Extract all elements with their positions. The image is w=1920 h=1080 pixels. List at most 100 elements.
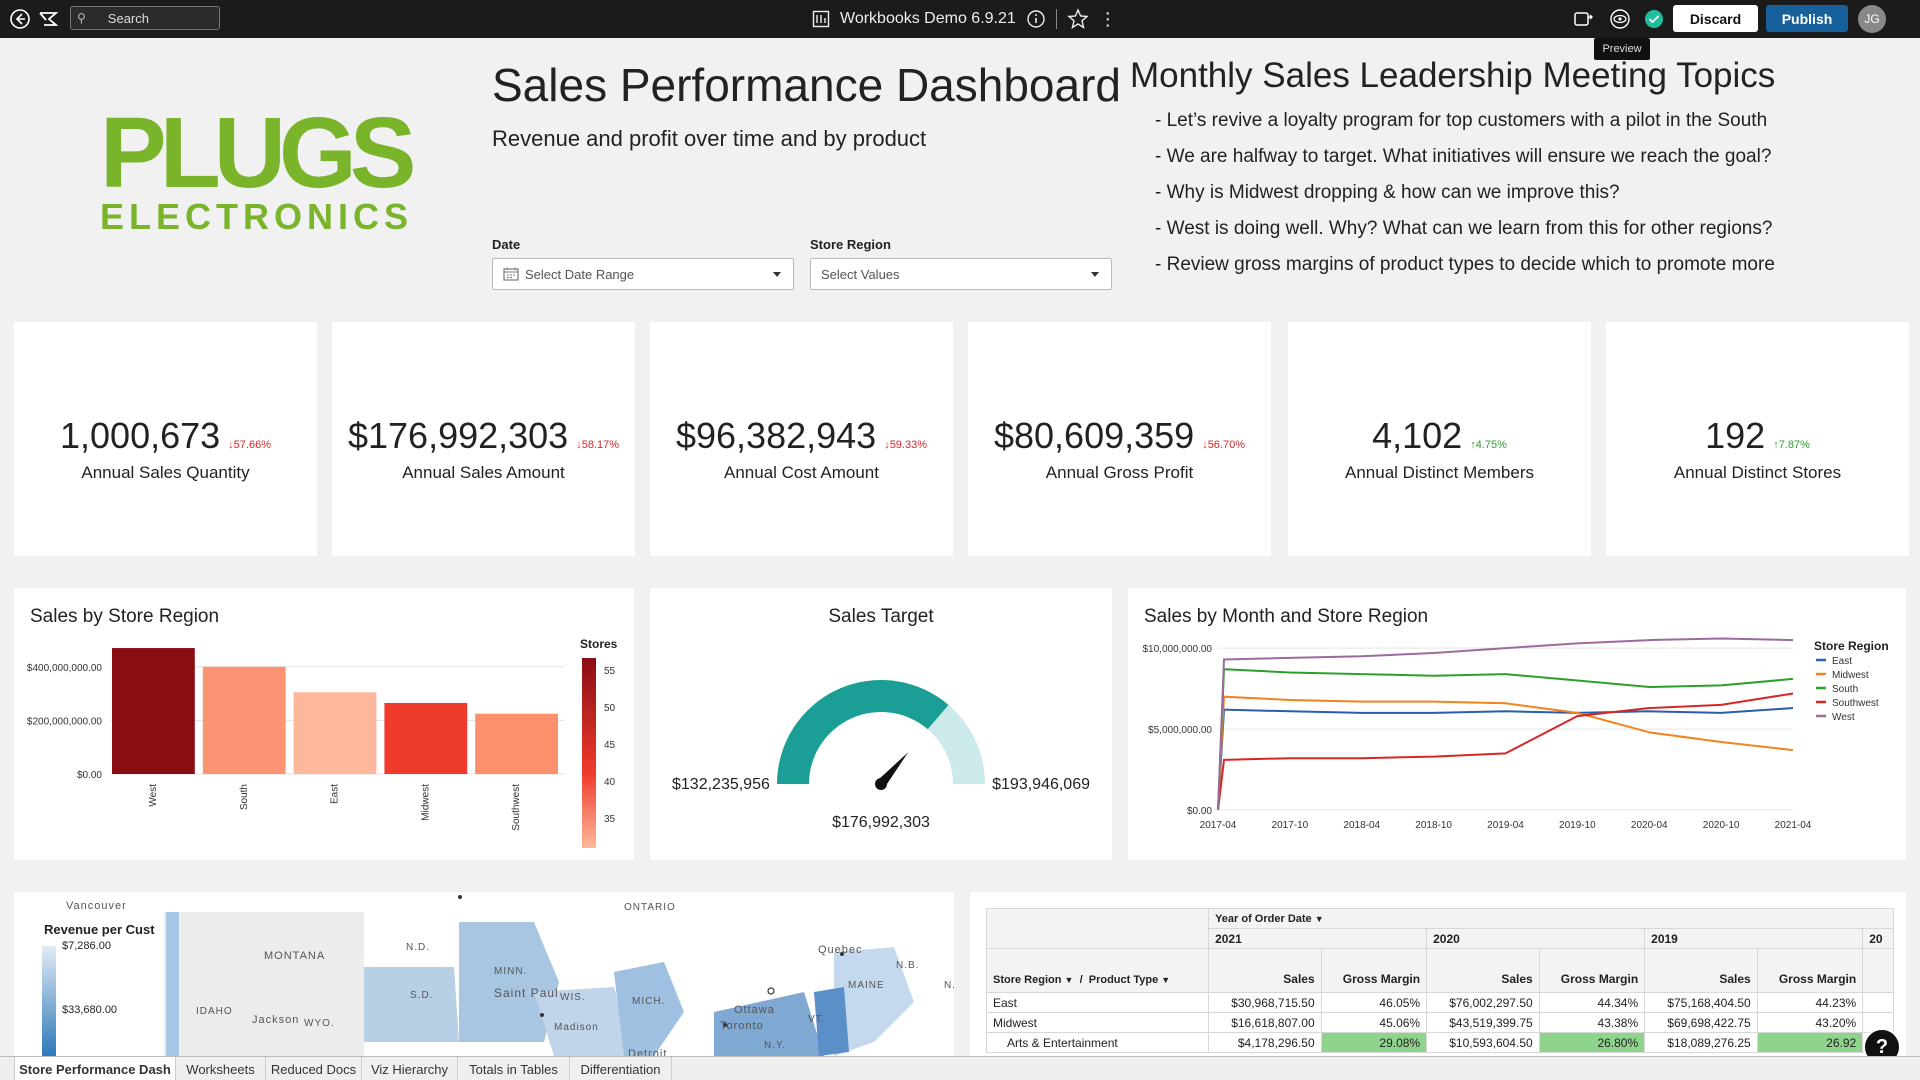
search-input[interactable]: ⚲ Search <box>70 6 220 30</box>
x-tick-label: 2020-10 <box>1703 820 1740 831</box>
year-partial-header[interactable]: 20 <box>1862 928 1894 949</box>
line-chart[interactable]: $0.00 $5,000,000.00 $10,000,000.00 2017-04 2… <box>1128 588 1906 860</box>
pivot-year-header[interactable]: Year of Order Date ▼ <box>1208 908 1894 929</box>
y-tick-label: $10,000,000.00 <box>1142 644 1212 655</box>
x-tick-label: 2021-04 <box>1775 820 1812 831</box>
chevron-down-icon[interactable]: ▼ <box>1314 913 1324 924</box>
avatar[interactable]: JG <box>1858 5 1886 33</box>
search-icon: ⚲ <box>77 11 86 25</box>
sync-icon[interactable] <box>1570 7 1594 31</box>
star-icon[interactable] <box>1067 8 1089 30</box>
workbook-title[interactable]: Workbooks Demo 6.9.21 <box>840 10 1016 27</box>
back-icon[interactable] <box>8 7 32 31</box>
y-tick-label: $0.00 <box>1187 806 1212 817</box>
map-city-marker <box>458 895 462 899</box>
sales-column-header[interactable]: Sales <box>1426 948 1540 993</box>
map-label: Detroit <box>628 1048 668 1056</box>
bar-chart-title: Sales by Store Region <box>30 606 220 627</box>
map-label: Toronto <box>720 1020 764 1032</box>
region-placeholder: Select Values <box>821 266 900 282</box>
kpi-card-distinct-members[interactable]: 4,102 ↑4.75% Annual Distinct Members <box>1288 322 1591 556</box>
series-line-southwest <box>1217 692 1794 811</box>
page-subtitle: Revenue and profit over time and by prod… <box>492 126 927 151</box>
margin-column-header[interactable]: Gross Margin <box>1756 948 1864 993</box>
kpi-delta: ↓57.66% <box>228 439 271 451</box>
pivot-table[interactable]: Year of Order Date ▼ 2021 2020 2019 20 S… <box>985 908 1894 1053</box>
sales-by-region-panel[interactable]: Sales by Store Region $0.00 $200,000,000.… <box>14 588 634 860</box>
kpi-delta: ↑4.75% <box>1470 439 1507 451</box>
preview-eye-icon[interactable] <box>1608 7 1632 31</box>
sales-by-month-panel[interactable]: Sales by Month and Store Region $0.00 $5,… <box>1128 588 1906 860</box>
kpi-delta: ↑7.87% <box>1773 439 1810 451</box>
table-row[interactable]: Midwest $16,618,807.00 45.06% $43,519,39… <box>985 1012 1894 1033</box>
kpi-card-sales-amount[interactable]: $176,992,303 ↓58.17% Annual Sales Amount <box>332 322 635 556</box>
map-label: Jackson <box>252 1014 300 1026</box>
more-menu-icon[interactable]: ⋮ <box>1098 8 1117 29</box>
table-cell: 29.08% <box>1320 1032 1428 1053</box>
year-2019-header[interactable]: 2019 <box>1644 928 1864 949</box>
x-tick-label: 2019-04 <box>1487 820 1524 831</box>
bar-east <box>293 692 377 774</box>
map-label: N.Y. <box>764 1040 787 1051</box>
map-city-marker <box>540 1013 544 1017</box>
year-2021-header[interactable]: 2021 <box>1208 928 1428 949</box>
table-cell <box>1862 992 1894 1013</box>
table-row[interactable]: East $30,968,715.50 46.05% $76,002,297.5… <box>985 992 1894 1013</box>
year-2020-header[interactable]: 2020 <box>1426 928 1646 949</box>
sigma-logo-icon[interactable] <box>36 7 60 31</box>
map-shapes[interactable] <box>14 892 954 1056</box>
gauge-needle <box>877 752 909 788</box>
kpi-card-sales-quantity[interactable]: 1,000,673 ↓57.66% Annual Sales Quantity <box>14 322 317 556</box>
search-placeholder: Search <box>107 10 149 26</box>
store-region-field[interactable]: Store Region <box>993 974 1062 986</box>
top-bar: ⚲ Search Workbooks Demo 6.9.21 ⋮ Discard… <box>0 0 1920 38</box>
map-city-marker <box>723 1023 727 1027</box>
kpi-card-distinct-stores[interactable]: 192 ↑7.87% Annual Distinct Stores <box>1606 322 1909 556</box>
kpi-label: Annual Cost Amount <box>724 463 879 482</box>
sales-column-header[interactable]: Sales <box>1644 948 1758 993</box>
tab-totals-in-tables[interactable]: Totals in Tables <box>458 1057 570 1080</box>
map-label: Madison <box>554 1022 599 1033</box>
table-cell: 43.20% <box>1756 1012 1864 1033</box>
legend-label-midwest: Midwest <box>1832 670 1869 681</box>
row-header-fields[interactable]: Store Region ▼ / Product Type ▼ <box>985 948 1210 993</box>
status-check-icon[interactable] <box>1642 7 1666 31</box>
table-row[interactable]: Arts & Entertainment $4,178,296.50 29.08… <box>985 1032 1894 1053</box>
tab-reduced-docs[interactable]: Reduced Docs <box>266 1057 362 1080</box>
kpi-card-cost-amount[interactable]: $96,382,943 ↓59.33% Annual Cost Amount <box>650 322 953 556</box>
line-chart-title: Sales by Month and Store Region <box>1144 606 1429 627</box>
kpi-value: 192 <box>1705 415 1766 456</box>
table-cell: $76,002,297.50 <box>1426 992 1540 1013</box>
meeting-topics-title: Monthly Sales Leadership Meeting Topics <box>1130 56 1776 95</box>
color-legend-title: Stores <box>580 637 618 651</box>
tab-store-performance-dash[interactable]: Store Performance Dash <box>14 1057 176 1080</box>
tab-differentiation[interactable]: Differentiation <box>570 1057 672 1080</box>
publish-button[interactable]: Publish <box>1766 5 1848 32</box>
map-panel[interactable]: Revenue per Cust $7,286.00 $33,680.00 Va… <box>14 892 954 1056</box>
store-region-select[interactable]: Select Values <box>810 258 1112 290</box>
margin-column-header[interactable]: Gross Margin <box>1538 948 1646 993</box>
tab-viz-hierarchy[interactable]: Viz Hierarchy <box>362 1057 458 1080</box>
kpi-card-gross-profit[interactable]: $80,609,359 ↓56.70% Annual Gross Profit <box>968 322 1271 556</box>
date-range-select[interactable]: Select Date Range <box>492 258 794 290</box>
gauge-title: Sales Target <box>828 606 934 627</box>
pivot-cell <box>1862 948 1894 993</box>
row-label: Arts & Entertainment <box>985 1032 1210 1053</box>
map-region <box>834 947 914 1056</box>
tab-worksheets[interactable]: Worksheets <box>176 1057 266 1080</box>
map-city-marker <box>840 952 844 956</box>
sales-target-panel[interactable]: Sales Target $132,235,956 $193,946,069 $… <box>650 588 1112 860</box>
product-type-field[interactable]: Product Type <box>1088 974 1159 986</box>
chevron-down-icon[interactable]: ▼ <box>1064 975 1074 985</box>
info-icon[interactable] <box>1026 9 1046 29</box>
color-legend-bar <box>582 658 596 848</box>
page-title: Sales Performance Dashboard <box>492 59 1121 111</box>
discard-button[interactable]: Discard <box>1673 5 1758 32</box>
calendar-icon <box>503 267 519 281</box>
chevron-down-icon[interactable]: ▼ <box>1161 975 1171 985</box>
margin-column-header[interactable]: Gross Margin <box>1320 948 1428 993</box>
sales-column-header[interactable]: Sales <box>1208 948 1322 993</box>
kpi-delta: ↓58.17% <box>576 439 620 451</box>
map-label: ONTARIO <box>624 902 676 913</box>
